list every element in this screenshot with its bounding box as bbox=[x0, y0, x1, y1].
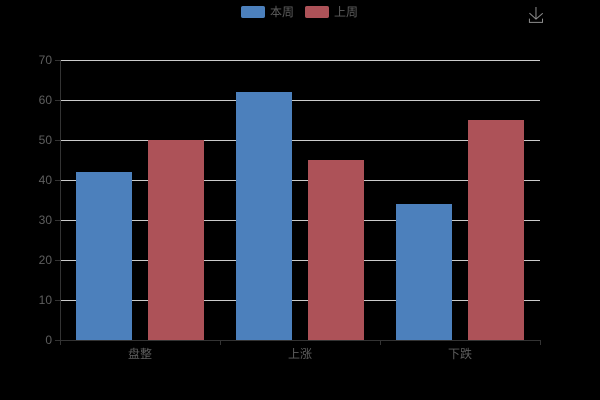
svg-text:上周: 上周 bbox=[334, 5, 358, 19]
svg-text:盘整: 盘整 bbox=[128, 346, 152, 361]
svg-text:40: 40 bbox=[39, 173, 53, 187]
svg-text:30: 30 bbox=[39, 213, 53, 227]
svg-text:本周: 本周 bbox=[270, 5, 294, 19]
svg-text:10: 10 bbox=[39, 293, 53, 307]
svg-text:下跌: 下跌 bbox=[448, 346, 472, 361]
svg-text:70: 70 bbox=[39, 53, 53, 67]
svg-text:50: 50 bbox=[39, 133, 53, 147]
svg-text:上涨: 上涨 bbox=[288, 346, 312, 361]
svg-text:60: 60 bbox=[39, 93, 53, 107]
svg-text:20: 20 bbox=[39, 253, 53, 267]
svg-text:0: 0 bbox=[45, 333, 52, 347]
